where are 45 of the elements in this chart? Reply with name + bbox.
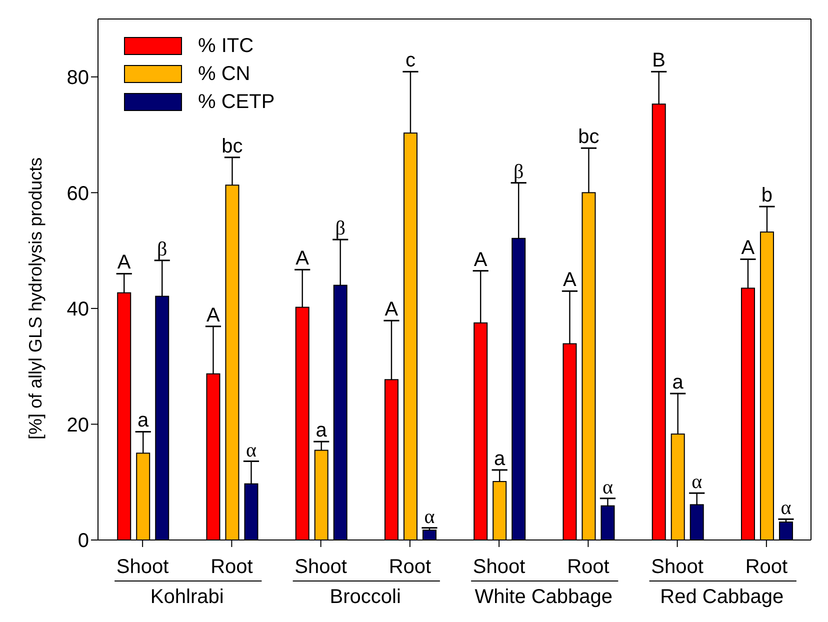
x-tick-label: Root	[210, 556, 254, 578]
data-label: A	[117, 252, 132, 274]
data-label: A	[206, 304, 221, 326]
text: Broccoli	[330, 586, 401, 608]
data-label: a	[494, 448, 506, 470]
y-tick-label: 0	[78, 530, 89, 552]
x-tick-label: Shoot	[472, 556, 526, 578]
x-tick-label: Shoot	[651, 556, 704, 578]
data-label: c	[405, 50, 416, 72]
data-label: A	[474, 248, 488, 271]
x-tick-label: Shoot	[294, 556, 348, 578]
text: White Cabbage	[474, 586, 613, 608]
data-label: β	[335, 218, 346, 240]
x-tick-label: Root	[388, 556, 432, 578]
x-tick-label: Root	[567, 556, 610, 578]
data-label: b	[761, 184, 773, 207]
data-label: bc	[578, 126, 600, 148]
data-label: B	[652, 50, 666, 72]
data-label: bc	[222, 135, 243, 158]
data-label: α	[692, 471, 703, 494]
legend-label: % CETP	[198, 90, 275, 115]
data-label: A	[741, 237, 756, 260]
data-label: a	[672, 372, 684, 394]
data-label: α	[246, 439, 257, 462]
data-label: β	[514, 160, 524, 183]
legend-label: % ITC	[198, 34, 254, 59]
data-label: a	[316, 420, 328, 442]
data-label: a	[138, 410, 150, 432]
y-tick-label: 20	[66, 414, 89, 436]
x-tick-label: Shoot	[116, 556, 170, 578]
data-label: A	[563, 269, 578, 292]
legend-label: % CN	[198, 62, 250, 87]
data-label: α	[780, 497, 792, 520]
data-label: β	[157, 238, 168, 260]
x-tick-label: Root	[745, 556, 788, 578]
data-label: α	[602, 476, 614, 498]
y-tick-label: 40	[66, 298, 89, 321]
text: Red Cabbage	[660, 586, 784, 608]
y-tick-label: 60	[66, 182, 89, 205]
data-label: α	[424, 506, 436, 528]
text: Kohlrabi	[150, 586, 224, 608]
y-tick-label: 80	[66, 66, 89, 89]
y-axis-title: [%] of allyl GLS hydrolysis products	[25, 157, 46, 440]
data-label: A	[384, 298, 399, 321]
data-label: A	[296, 248, 310, 270]
